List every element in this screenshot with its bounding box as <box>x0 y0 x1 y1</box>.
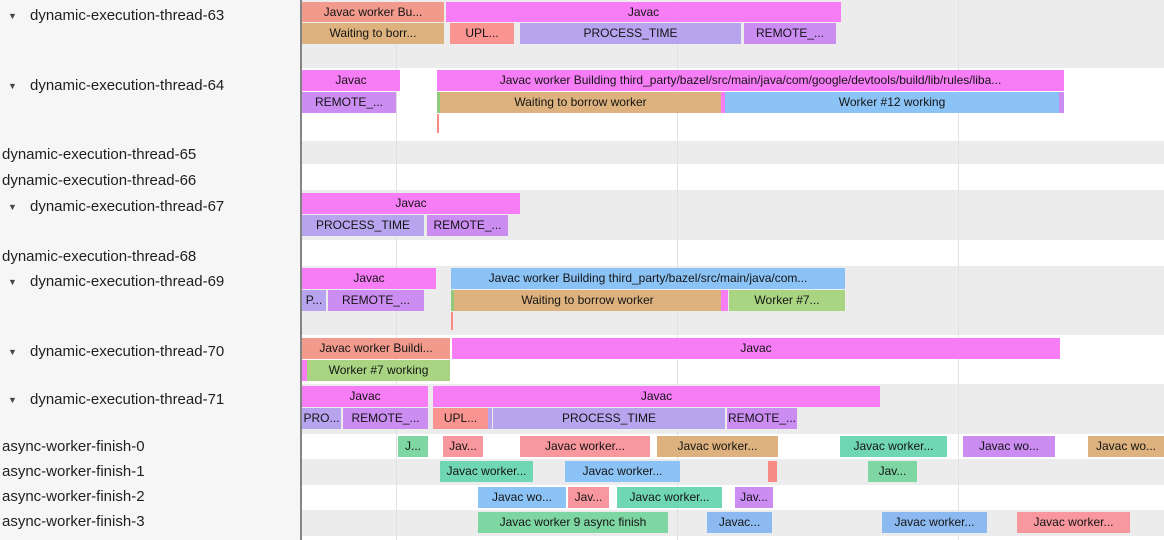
trace-slice[interactable]: Javac worker... <box>840 436 947 457</box>
track-name-label: dynamic-execution-thread-67 <box>30 198 225 215</box>
track-row-async-worker-finish-0[interactable]: async-worker-finish-0 <box>0 437 298 457</box>
trace-slice[interactable]: Javac worker Bu... <box>302 2 444 22</box>
trace-slice[interactable]: Javac <box>446 2 841 22</box>
trace-slice[interactable]: Javac worker... <box>440 461 533 482</box>
trace-slice[interactable] <box>721 290 728 311</box>
trace-slice[interactable]: Javac worker 9 async finish <box>478 512 668 533</box>
expander-triangle-icon[interactable]: ▼ <box>8 277 17 287</box>
track-row-dynamic-execution-thread-71[interactable]: ▼ dynamic-execution-thread-71 <box>0 390 298 410</box>
track-row-async-worker-finish-2[interactable]: async-worker-finish-2 <box>0 487 298 507</box>
trace-slice[interactable]: Javac <box>302 268 436 289</box>
trace-slice[interactable] <box>302 360 307 381</box>
trace-slice[interactable]: Javac worker... <box>882 512 987 533</box>
trace-slice[interactable]: Javac wo... <box>1088 436 1164 457</box>
track-band <box>300 459 1164 485</box>
track-name-label: dynamic-execution-thread-68 <box>2 248 197 265</box>
time-gridline <box>958 0 959 540</box>
trace-slice[interactable]: Javac wo... <box>963 436 1055 457</box>
trace-slice[interactable]: UPL... <box>433 408 488 429</box>
expander-triangle-icon[interactable]: ▼ <box>8 202 17 212</box>
expander-triangle-icon[interactable]: ▼ <box>8 11 17 21</box>
event-tick-mark[interactable] <box>451 312 453 330</box>
track-band <box>300 240 1164 266</box>
track-name-label: async-worker-finish-1 <box>2 463 145 480</box>
trace-slice[interactable]: Javac <box>302 193 520 214</box>
trace-slice[interactable] <box>451 290 454 311</box>
trace-slice[interactable]: Jav... <box>443 436 483 457</box>
trace-slice[interactable] <box>437 92 440 113</box>
track-row-dynamic-execution-thread-66[interactable]: dynamic-execution-thread-66 <box>0 171 298 191</box>
trace-slice[interactable]: Jav... <box>568 487 609 508</box>
track-band <box>300 164 1164 190</box>
trace-slice[interactable]: REMOTE_... <box>727 408 797 429</box>
trace-slice[interactable]: UPL... <box>450 23 514 44</box>
trace-slice[interactable]: Javac <box>452 338 1060 359</box>
expander-triangle-icon[interactable]: ▼ <box>8 347 17 357</box>
track-row-dynamic-execution-thread-70[interactable]: ▼ dynamic-execution-thread-70 <box>0 342 298 362</box>
track-band <box>300 141 1164 164</box>
trace-slice[interactable] <box>721 92 725 113</box>
trace-slice[interactable]: Worker #7... <box>729 290 845 311</box>
trace-slice[interactable]: Javac worker Buildi... <box>302 338 450 359</box>
thread-name-sidebar: ▼ dynamic-execution-thread-63 ▼ dynamic-exe… <box>0 0 300 540</box>
trace-slice[interactable]: Javac wo... <box>478 487 566 508</box>
trace-slice[interactable] <box>768 461 777 482</box>
trace-slice[interactable] <box>1059 92 1064 113</box>
trace-slice[interactable]: Waiting to borr... <box>302 23 444 44</box>
trace-slice[interactable]: REMOTE_... <box>427 215 508 236</box>
trace-slice[interactable]: Javac worker Building third_party/bazel/… <box>451 268 845 289</box>
trace-slice[interactable]: Worker #7 working <box>307 360 450 381</box>
track-row-dynamic-execution-thread-65[interactable]: dynamic-execution-thread-65 <box>0 145 298 165</box>
trace-slice[interactable]: Javac worker... <box>1017 512 1130 533</box>
trace-slice[interactable]: Javac worker... <box>617 487 722 508</box>
trace-timeline-canvas[interactable]: Javac worker Bu... Javac Waiting to borr..… <box>300 0 1164 540</box>
track-row-dynamic-execution-thread-68[interactable]: dynamic-execution-thread-68 <box>0 247 298 267</box>
trace-slice[interactable]: REMOTE_... <box>328 290 424 311</box>
track-name-label: async-worker-finish-2 <box>2 488 145 505</box>
track-row-async-worker-finish-1[interactable]: async-worker-finish-1 <box>0 462 298 482</box>
track-row-dynamic-execution-thread-64[interactable]: ▼ dynamic-execution-thread-64 <box>0 76 298 96</box>
trace-slice[interactable]: Worker #12 working <box>725 92 1059 113</box>
track-name-label: dynamic-execution-thread-66 <box>2 172 197 189</box>
trace-slice[interactable]: Jav... <box>868 461 917 482</box>
track-name-label: dynamic-execution-thread-63 <box>30 7 225 24</box>
trace-slice[interactable] <box>488 408 492 429</box>
trace-slice[interactable]: PROCESS_TIME <box>302 215 424 236</box>
event-tick-mark[interactable] <box>437 114 439 133</box>
trace-slice[interactable]: Jav... <box>735 487 773 508</box>
track-name-label: dynamic-execution-thread-70 <box>30 343 225 360</box>
trace-slice[interactable]: REMOTE_... <box>343 408 428 429</box>
track-row-async-worker-finish-3[interactable]: async-worker-finish-3 <box>0 512 298 532</box>
track-row-dynamic-execution-thread-67[interactable]: ▼ dynamic-execution-thread-67 <box>0 197 298 217</box>
trace-slice[interactable]: Javac... <box>707 512 772 533</box>
sidebar-divider <box>300 0 302 540</box>
track-name-label: dynamic-execution-thread-64 <box>30 77 225 94</box>
trace-slice[interactable]: Javac worker... <box>565 461 680 482</box>
track-name-label: dynamic-execution-thread-71 <box>30 391 225 408</box>
track-name-label: dynamic-execution-thread-69 <box>30 273 225 290</box>
trace-slice[interactable]: Javac worker Building third_party/bazel/… <box>437 70 1064 91</box>
trace-slice[interactable]: REMOTE_... <box>744 23 836 44</box>
trace-slice[interactable]: Javac worker... <box>520 436 650 457</box>
trace-slice[interactable]: Javac worker... <box>657 436 778 457</box>
track-name-label: async-worker-finish-3 <box>2 513 145 530</box>
track-band <box>300 485 1164 510</box>
trace-slice[interactable]: P... <box>302 290 326 311</box>
trace-slice[interactable]: PROCESS_TIME <box>493 408 725 429</box>
trace-slice[interactable]: PROCESS_TIME <box>520 23 741 44</box>
expander-triangle-icon[interactable]: ▼ <box>8 81 17 91</box>
trace-slice[interactable]: Waiting to borrow worker <box>454 290 721 311</box>
track-row-dynamic-execution-thread-63[interactable]: ▼ dynamic-execution-thread-63 <box>0 6 298 26</box>
track-row-dynamic-execution-thread-69[interactable]: ▼ dynamic-execution-thread-69 <box>0 272 298 292</box>
trace-slice[interactable]: REMOTE_... <box>302 92 396 113</box>
trace-slice[interactable]: Waiting to borrow worker <box>440 92 721 113</box>
track-name-label: async-worker-finish-0 <box>2 438 145 455</box>
trace-slice[interactable]: Javac <box>302 70 400 91</box>
expander-triangle-icon[interactable]: ▼ <box>8 395 17 405</box>
trace-slice[interactable]: Javac <box>433 386 880 407</box>
trace-slice[interactable]: J... <box>398 436 428 457</box>
trace-slice[interactable]: Javac <box>302 386 428 407</box>
trace-slice[interactable]: PRO... <box>302 408 341 429</box>
track-name-label: dynamic-execution-thread-65 <box>2 146 197 163</box>
